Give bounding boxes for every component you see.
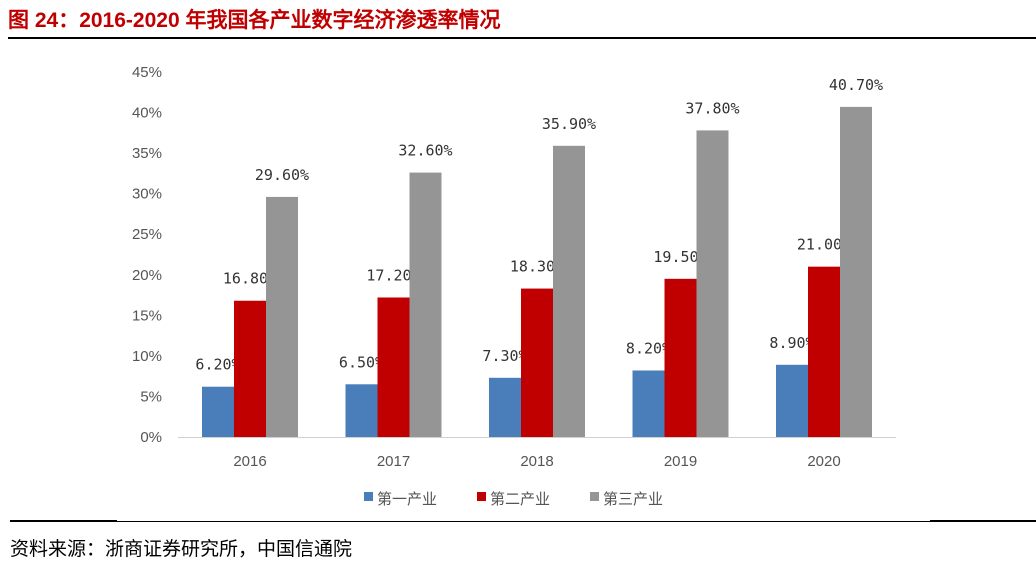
- bar-3-2016: [266, 196, 298, 437]
- bar-3-2020: [840, 106, 872, 437]
- bar-3-2017: [409, 172, 442, 438]
- data-label: 32.60%: [398, 142, 452, 160]
- bar-3-2019: [696, 130, 729, 437]
- y-tick-label: 0%: [140, 429, 162, 446]
- y-tick-label: 40%: [132, 105, 162, 122]
- y-tick-label: 5%: [140, 388, 162, 405]
- bar-1-2017: [345, 384, 378, 437]
- legend-label: 第二产业: [490, 490, 550, 508]
- legend-label: 第一产业: [377, 490, 437, 508]
- legend-swatch: [364, 492, 373, 501]
- legend-swatch: [477, 492, 486, 501]
- bar-chart: 0% 5% 10% 15% 20% 25% 30% 35% 40% 45% 2016 6.20% 16.…: [132, 64, 896, 508]
- bar-2-2017: [377, 297, 410, 437]
- data-label: 6.50%: [339, 353, 384, 371]
- bar-2-2019: [664, 278, 697, 437]
- data-label: 37.80%: [685, 99, 739, 117]
- data-label: 40.70%: [829, 76, 883, 94]
- bar-2-2018: [521, 288, 553, 437]
- data-label: 18.30%: [510, 258, 564, 276]
- figure-title: 图 24：2016-2020 年我国各产业数字经济渗透率情况: [8, 9, 501, 32]
- y-tick-label: 25%: [132, 226, 162, 243]
- data-label: 17.20%: [366, 266, 420, 284]
- data-label: 8.20%: [626, 339, 671, 357]
- source-divider: [10, 521, 1036, 522]
- bar-1-2019: [632, 370, 665, 437]
- y-tick-label: 15%: [132, 307, 162, 324]
- bar-2-2020: [808, 266, 840, 437]
- title-divider: [8, 37, 1036, 39]
- data-label: 6.20%: [195, 356, 240, 374]
- x-tick-label: 2020: [807, 453, 840, 470]
- x-tick-label: 2019: [664, 453, 697, 470]
- bar-1-2018: [489, 377, 521, 437]
- data-label: 35.90%: [542, 115, 596, 133]
- legend-swatch: [590, 492, 599, 501]
- y-tick-label: 35%: [132, 145, 162, 162]
- x-tick-label: 2017: [377, 453, 410, 470]
- source-note: 资料来源：浙商证券研究所，中国信通院: [10, 538, 353, 560]
- bar-2-2016: [234, 300, 266, 437]
- data-label: 8.90%: [769, 334, 814, 352]
- x-tick-label: 2016: [233, 453, 266, 470]
- divider-segment-right: [930, 520, 1036, 522]
- data-label: 7.30%: [482, 347, 527, 365]
- data-label: 29.60%: [255, 166, 309, 184]
- bar-1-2020: [776, 364, 808, 437]
- y-tick-label: 45%: [132, 64, 162, 81]
- y-tick-label: 10%: [132, 348, 162, 365]
- data-label: 19.50%: [653, 248, 707, 266]
- legend-label: 第三产业: [603, 490, 663, 508]
- x-tick-label: 2018: [520, 453, 553, 470]
- data-label: 21.00%: [797, 236, 851, 254]
- bar-1-2016: [202, 386, 234, 437]
- data-label: 16.80%: [223, 270, 277, 288]
- y-tick-label: 30%: [132, 186, 162, 203]
- divider-segment-left: [10, 520, 117, 522]
- y-tick-label: 20%: [132, 267, 162, 284]
- bar-3-2018: [553, 145, 585, 438]
